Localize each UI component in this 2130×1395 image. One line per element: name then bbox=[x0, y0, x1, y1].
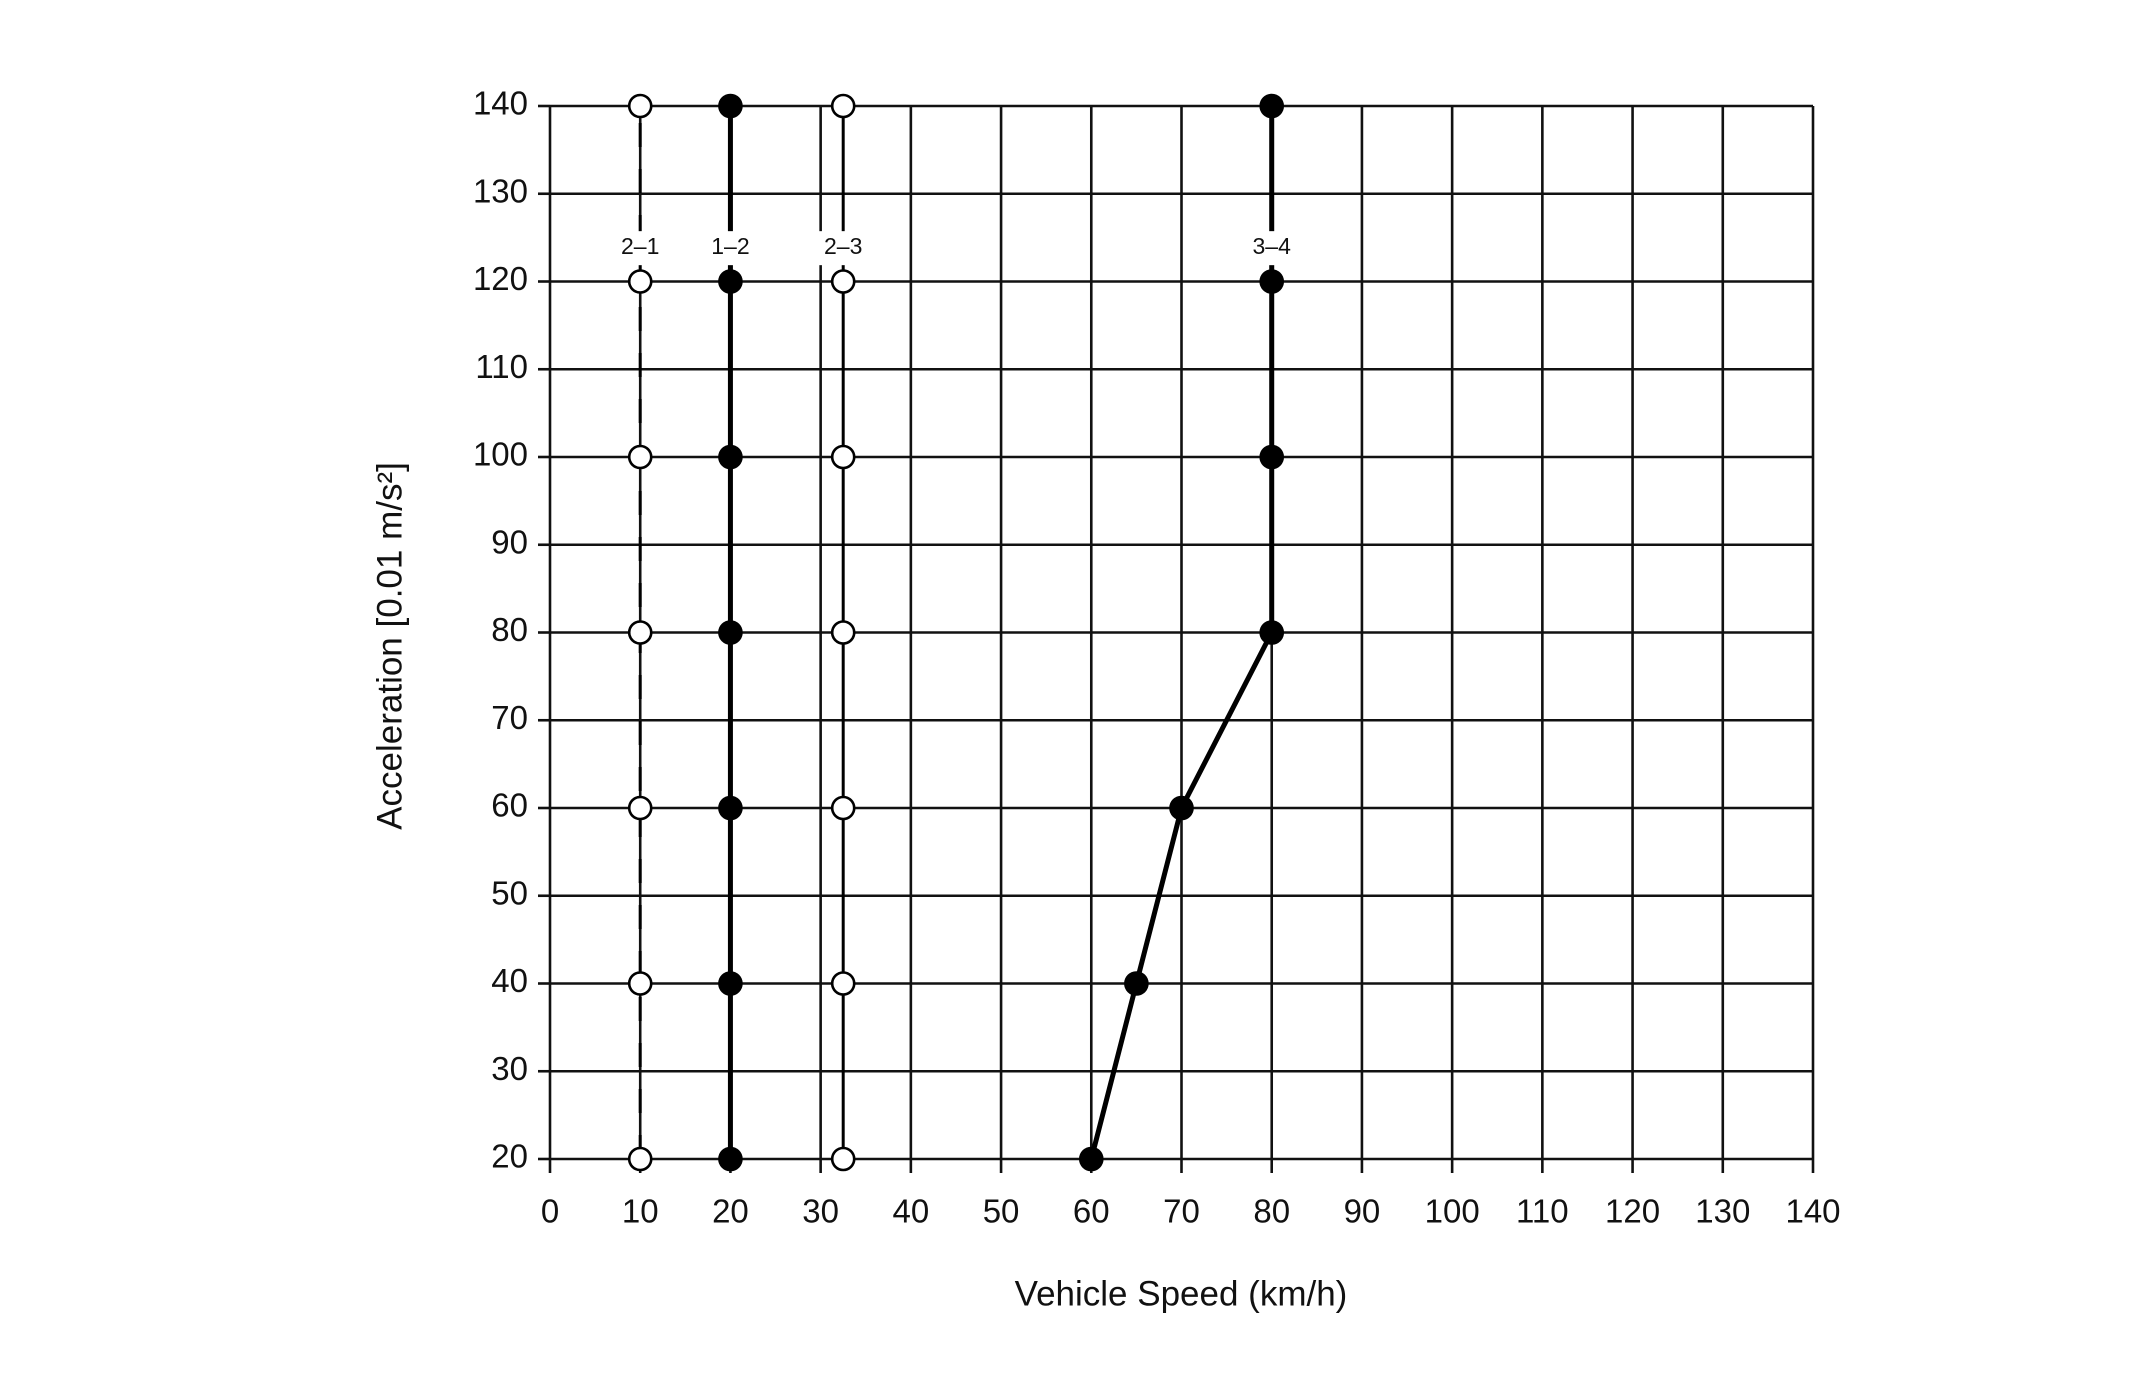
data-point bbox=[718, 269, 743, 294]
y-tick-label: 100 bbox=[473, 436, 528, 473]
label-background bbox=[1245, 231, 1298, 266]
data-point bbox=[627, 971, 653, 996]
data-point bbox=[627, 1146, 653, 1172]
y-tick-label: 110 bbox=[475, 348, 528, 385]
x-tick-label: 20 bbox=[712, 1193, 749, 1230]
data-point bbox=[718, 93, 743, 119]
data-point bbox=[1259, 269, 1285, 294]
data-point bbox=[627, 795, 653, 821]
data-point bbox=[830, 444, 856, 470]
data-point bbox=[830, 620, 856, 645]
data-point bbox=[627, 93, 653, 119]
data-point bbox=[830, 795, 856, 821]
data-point bbox=[718, 620, 743, 645]
y-tick-label: 140 bbox=[473, 85, 528, 122]
data-point bbox=[627, 269, 653, 294]
series-label: 2–1 bbox=[621, 233, 659, 259]
x-tick-label: 90 bbox=[1344, 1193, 1381, 1230]
x-tick-label: 10 bbox=[622, 1193, 659, 1230]
y-axis-title: Acceleration [0.01 m/s²] bbox=[370, 462, 409, 830]
y-tick-label: 90 bbox=[491, 523, 528, 560]
y-tick-label: 40 bbox=[491, 962, 528, 999]
data-point bbox=[718, 795, 743, 821]
data-point bbox=[718, 1146, 743, 1172]
y-tick-label: 60 bbox=[491, 787, 528, 824]
y-tick-label: 120 bbox=[473, 260, 528, 297]
y-tick-label: 130 bbox=[473, 172, 528, 209]
data-point bbox=[830, 269, 856, 294]
y-tick-label: 80 bbox=[491, 611, 528, 648]
x-tick-label: 140 bbox=[1785, 1193, 1840, 1230]
x-tick-label: 30 bbox=[802, 1193, 839, 1230]
x-tick-label: 110 bbox=[1516, 1193, 1569, 1230]
data-point bbox=[1259, 444, 1285, 470]
data-point bbox=[1169, 795, 1194, 821]
label-background bbox=[817, 231, 870, 266]
x-tick-label: 40 bbox=[892, 1193, 929, 1230]
y-tick-label: 30 bbox=[491, 1050, 528, 1087]
data-point bbox=[1259, 93, 1285, 119]
data-point bbox=[1259, 620, 1285, 645]
x-tick-label: 100 bbox=[1425, 1193, 1480, 1230]
x-tick-label: 60 bbox=[1073, 1193, 1110, 1230]
x-tick-label: 80 bbox=[1253, 1193, 1290, 1230]
data-point bbox=[627, 620, 653, 645]
x-tick-label: 70 bbox=[1163, 1193, 1200, 1230]
x-tick-label: 120 bbox=[1605, 1193, 1660, 1230]
data-point bbox=[718, 444, 743, 470]
data-point bbox=[830, 971, 856, 996]
series-label: 1–2 bbox=[711, 233, 749, 259]
x-tick-label: 0 bbox=[541, 1193, 559, 1230]
label-background bbox=[704, 231, 757, 266]
data-point bbox=[627, 444, 653, 470]
x-tick-label: 50 bbox=[983, 1193, 1020, 1230]
data-point bbox=[1078, 1146, 1104, 1172]
data-point bbox=[1124, 971, 1149, 996]
label-background bbox=[614, 231, 667, 266]
data-point bbox=[718, 971, 743, 996]
y-tick-label: 20 bbox=[491, 1138, 528, 1175]
data-point bbox=[830, 93, 856, 119]
series-label: 2–3 bbox=[824, 233, 862, 259]
data-point bbox=[830, 1146, 856, 1172]
x-tick-label: 130 bbox=[1695, 1193, 1750, 1230]
series-label: 3–4 bbox=[1253, 233, 1292, 259]
x-axis-title: Vehicle Speed (km/h) bbox=[1015, 1274, 1348, 1313]
y-tick-label: 50 bbox=[491, 874, 528, 911]
y-tick-label: 70 bbox=[491, 699, 528, 736]
